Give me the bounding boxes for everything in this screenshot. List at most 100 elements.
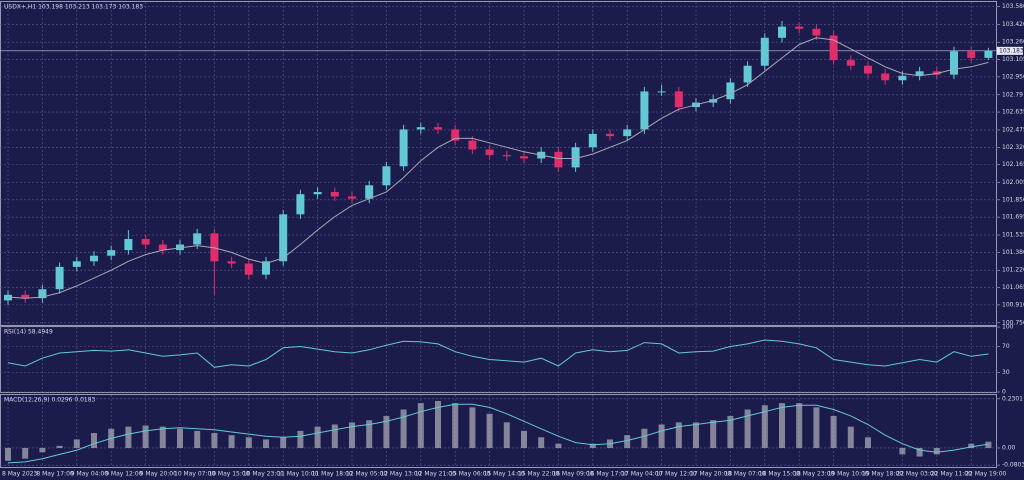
candle-body [485,149,494,156]
candle-body [434,127,442,130]
candle-body [778,26,786,38]
candle-body [571,147,580,168]
rsi-line [7,339,989,368]
macd-bar [159,426,166,448]
y-tick-label: 102.320 [1002,144,1024,151]
macd-bar [5,447,11,461]
x-tick-label: 16 May 09:00 [552,471,593,478]
macd-bar [933,447,940,455]
macd-bar [538,437,545,448]
y-tick-label: 0.2301 [1002,395,1023,402]
y-tick-label: 103.105 [1002,56,1024,63]
y-tick-label: 103.580 [1002,3,1024,10]
candle-body [38,289,47,299]
macd-panel [0,394,997,468]
macd-bar [865,437,871,448]
macd-bar [985,441,992,448]
candle-body [365,185,374,199]
candle-body [932,71,941,75]
signal-line [7,403,989,464]
candle-body [416,127,425,130]
macd-bar [796,403,803,448]
moving-average [7,37,989,299]
macd-bar [503,422,510,448]
y-tick-label: 103.420 [1002,21,1024,28]
macd-bar [417,403,424,448]
macd-bar [349,422,355,448]
last-price-box [997,46,1023,55]
y-tick-label: 100.750 [1002,319,1024,326]
macd-bar [469,407,476,448]
x-tick-label: 16 May 17:00 [587,471,628,478]
macd-bar [710,420,717,448]
x-tick-label: 9 May 12:00 [105,471,143,478]
y-tick-label: 103.260 [1002,39,1024,46]
macd-bar [830,415,837,448]
y-tick-label: 102.79 [1002,91,1023,98]
candle-body [399,129,408,167]
y-tick-label: 70 [1002,343,1010,350]
macd-bar [245,437,252,448]
macd-bar [452,403,459,448]
x-tick-label: 11 May 18:00 [312,471,353,478]
candle-body [950,51,958,75]
macd-bar [314,426,321,448]
y-tick-label: 101.695 [1002,214,1024,221]
x-tick-label: 18 May 07:00 [724,471,765,478]
macd-bar [727,415,734,448]
x-tick-label: 10 May 07:00 [174,471,215,478]
x-tick-label: 22 May 11:00 [931,471,972,478]
candle-body [158,244,167,251]
y-tick-label: 102.950 [1002,73,1024,80]
macd-bar [22,447,29,459]
candle-body [176,244,184,251]
candle-body [967,51,976,58]
macd-bar [280,437,287,448]
y-tick-label: 101.220 [1002,267,1024,274]
macd-bar [39,447,46,453]
macd-bar [366,420,373,448]
candle-body [244,263,253,275]
y-tick-label: 101.535 [1002,232,1024,239]
x-tick-label: 11 May 10:00 [277,471,318,478]
panel-title: RSI(14) 58.4949 [4,329,53,336]
macd-bar [297,430,304,448]
y-tick-label: 101.380 [1002,249,1024,256]
x-tick-label: 17 May 04:00 [621,471,662,478]
y-tick-label: 101.850 [1002,196,1024,203]
candle-body [262,261,270,275]
candle-body [588,133,597,148]
x-tick-label: 8 May 17:00 [36,471,74,478]
candle-body [451,129,460,141]
candle-body [623,129,632,137]
y-tick-label: 102.005 [1002,179,1024,186]
macd-bar [813,407,820,448]
candle-body [21,294,30,299]
macd-bar [56,445,63,448]
x-tick-label: 12 May 21:00 [415,471,456,478]
macd-bar [263,439,269,448]
macd-bar [211,433,218,448]
macd-bar [383,415,390,448]
x-tick-label: 15 May 14:00 [484,471,525,478]
y-tick-label: 100 [1002,324,1014,331]
x-tick-label: 18 May 15:00 [759,471,800,478]
candle-body [812,28,821,36]
last-price-label: 103.183 [999,47,1024,54]
x-tick-label: 19 May 10:00 [828,471,869,478]
macd-bar [555,443,562,448]
y-tick-label: 102.475 [1002,126,1024,133]
candle-body [915,71,924,76]
macd-bar [624,435,631,448]
candle-body [881,73,890,81]
x-tick-label: 10 May 15:00 [208,471,249,478]
macd-bar [177,428,183,448]
candle-body [984,50,993,58]
macd-bar [779,403,785,448]
macd-bar [142,425,149,448]
macd-bar [968,443,975,448]
candle-body [382,166,391,186]
macd-bar [693,422,699,448]
